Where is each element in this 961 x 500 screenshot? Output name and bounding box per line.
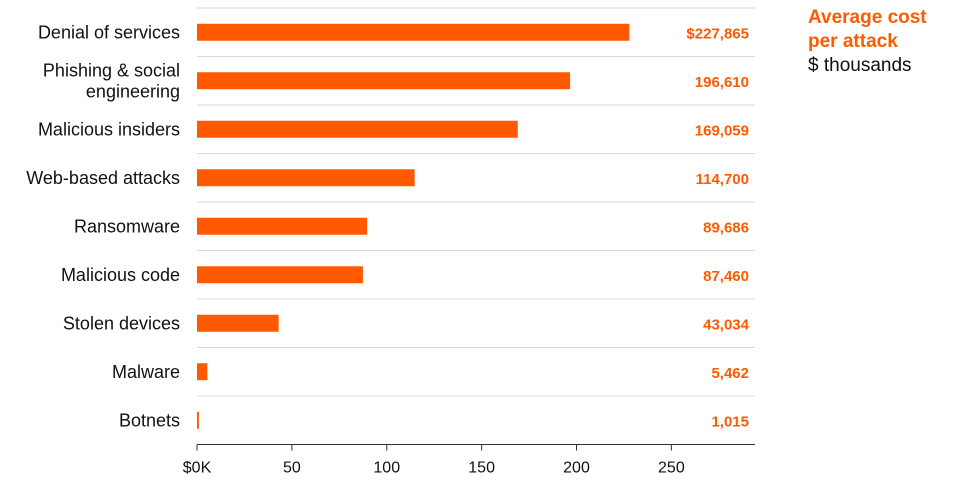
bar [197, 72, 571, 90]
bar [197, 363, 208, 381]
value-label: 1,015 [711, 413, 749, 430]
legend-title-line-1: Average cost [808, 7, 927, 28]
value-label: 89,686 [703, 219, 749, 236]
category-label: engineering [86, 81, 180, 101]
category-label: Malware [112, 362, 180, 382]
value-label: 114,700 [696, 171, 749, 188]
value-label: 196,610 [695, 74, 749, 91]
chart-legend: Average cost per attack $ thousands [808, 6, 958, 78]
legend-unit: $ thousands [808, 55, 912, 76]
category-label: Ransomware [74, 216, 180, 236]
bar [197, 120, 518, 138]
bar [197, 23, 630, 41]
bar [197, 314, 279, 332]
bar [197, 217, 368, 235]
bar [197, 411, 199, 429]
x-tick-label: 50 [283, 460, 301, 477]
value-label: 87,460 [703, 268, 749, 285]
x-tick-label: 100 [373, 460, 400, 477]
bar [197, 169, 415, 187]
category-label: Botnets [119, 410, 180, 430]
value-label: 43,034 [703, 316, 750, 333]
x-tick-label: $0K [183, 460, 212, 477]
x-tick-label: 250 [658, 460, 685, 477]
value-label: 5,462 [711, 365, 749, 382]
category-label: Phishing & social [43, 60, 180, 80]
category-label: Malicious insiders [38, 119, 180, 139]
category-label: Denial of services [38, 22, 180, 42]
value-label: $227,865 [686, 25, 749, 42]
category-label: Web-based attacks [26, 168, 180, 188]
category-label: Malicious code [61, 265, 180, 285]
x-tick-label: 150 [468, 460, 495, 477]
legend-title-line-2: per attack [808, 31, 898, 52]
bar [197, 266, 363, 284]
x-tick-label: 200 [563, 460, 590, 477]
category-label: Stolen devices [63, 313, 180, 333]
value-label: 169,059 [695, 122, 749, 139]
